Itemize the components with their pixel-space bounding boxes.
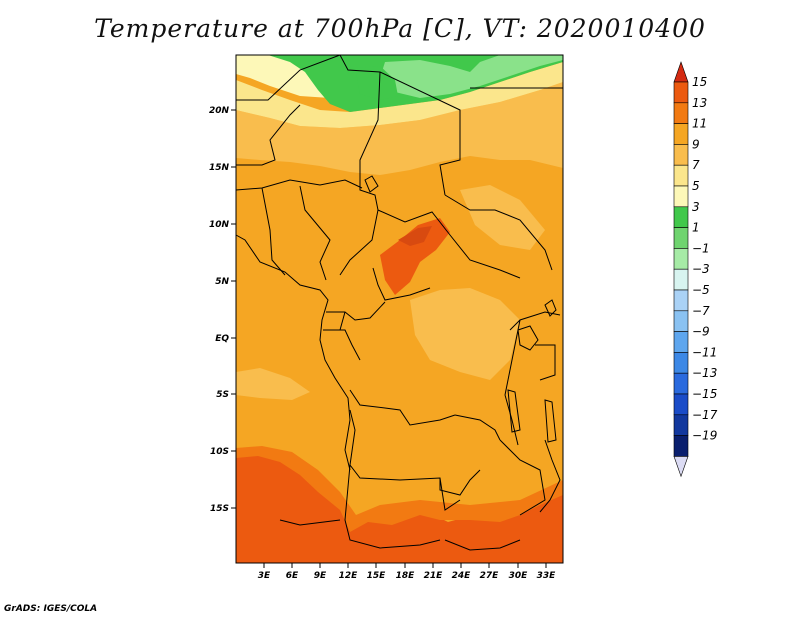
map-frame	[235, 54, 564, 564]
east-coastline	[539, 439, 561, 513]
colorbar: 15 13 11 9 7 5 3 1 −1 −3 −5 −7 −9 −11 −13 −15 −17 −19	[673, 61, 718, 478]
colorbar-label: −11	[692, 345, 717, 359]
north-mid-green	[355, 66, 398, 100]
lat-tick-label: 20N	[209, 106, 230, 116]
colorbar-label: −19	[692, 429, 717, 443]
lon-tick-label: 15E	[367, 571, 387, 581]
colorbar-label: 11	[692, 117, 707, 131]
colorbar-segment	[673, 123, 689, 145]
colorbar-label: 1	[692, 221, 700, 235]
lon-tick-label: 6E	[286, 571, 299, 581]
colorbar-segment	[673, 206, 689, 228]
lat-tick-label: 5S	[216, 390, 229, 400]
colorbar-segment	[673, 331, 689, 353]
longitude-axis: 3E 6E 9E 12E 15E 18E 21E 24E 27E 30E 33E	[258, 563, 556, 581]
central-light-patch	[410, 288, 520, 380]
colorbar-label: 3	[692, 200, 700, 214]
map-title: Temperature at 700hPa [C], VT: 202001040…	[94, 14, 706, 43]
lon-tick-label: 24E	[452, 571, 472, 581]
lat-tick-label: 5N	[215, 277, 229, 287]
colorbar-bottom-triangle	[673, 456, 689, 478]
colorbar-label: −9	[692, 325, 710, 339]
north-light-band	[236, 82, 563, 175]
lat-tick-label: 10N	[209, 220, 230, 230]
north-pale-band	[236, 62, 563, 128]
colorbar-label: 15	[692, 75, 707, 89]
lat-tick-label: 15S	[210, 504, 229, 514]
lon-tick-label: 9E	[314, 571, 327, 581]
colorbar-segment	[673, 289, 689, 312]
country-borders	[235, 54, 563, 551]
colorbar-label: −5	[692, 283, 710, 297]
colorbar-label: −13	[692, 366, 717, 380]
colorbar-segment	[673, 102, 689, 124]
colorbar-label: 5	[692, 179, 700, 193]
colorbar-segment	[673, 310, 689, 332]
colorbar-label: −3	[692, 262, 710, 276]
colorbar-segment	[673, 227, 689, 249]
colorbar-label: −15	[692, 387, 717, 401]
colorbar-segment	[673, 268, 689, 291]
colorbar-segment	[673, 164, 689, 187]
colorbar-label: 7	[692, 158, 700, 172]
west-light-band	[236, 368, 310, 400]
colorbar-label: −1	[692, 241, 710, 255]
southwest-warm-region	[236, 452, 563, 563]
colorbar-label: −7	[692, 304, 710, 318]
lat-tick-label: EQ	[215, 334, 229, 344]
central-hot-core	[398, 226, 432, 246]
north-light-green	[380, 55, 563, 98]
lon-tick-label: 30E	[509, 571, 529, 581]
coastline	[235, 234, 351, 471]
colorbar-top-triangle	[673, 61, 689, 83]
colorbar-segment	[673, 414, 689, 436]
lon-tick-label: 27E	[480, 571, 500, 581]
lat-tick-label: 15N	[209, 163, 230, 173]
colorbar-segment	[673, 248, 689, 270]
lon-tick-label: 21E	[424, 571, 444, 581]
lon-tick-label: 33E	[537, 571, 557, 581]
colorbar-segment	[673, 435, 689, 457]
colorbar-label: 13	[692, 96, 707, 110]
colorbar-segment	[673, 81, 689, 104]
colorbar-segment	[673, 372, 689, 395]
colorbar-segment	[673, 352, 689, 374]
colorbar-segment	[673, 185, 689, 208]
colorbar-segment	[673, 393, 689, 416]
south-warm-band	[236, 446, 563, 532]
lon-tick-label: 12E	[339, 571, 359, 581]
latitude-axis: 20N 15N 10N 5N EQ 5S 10S 15S	[209, 106, 236, 514]
colorbar-label: −17	[692, 408, 718, 422]
lon-tick-label: 18E	[396, 571, 416, 581]
colorbar-label: 9	[692, 137, 700, 151]
lat-tick-label: 10S	[210, 447, 229, 457]
colorbar-segment	[673, 144, 689, 166]
map-plot-area: 20N 15N 10N 5N EQ 5S 10S 15S 3E 6E 9E 12…	[209, 54, 564, 581]
grads-credit: GrADS: IGES/COLA	[4, 604, 98, 614]
central-hot-spot	[380, 218, 450, 295]
northeast-light-patch	[460, 185, 545, 250]
lakes	[364, 175, 557, 443]
lon-tick-label: 3E	[258, 571, 271, 581]
